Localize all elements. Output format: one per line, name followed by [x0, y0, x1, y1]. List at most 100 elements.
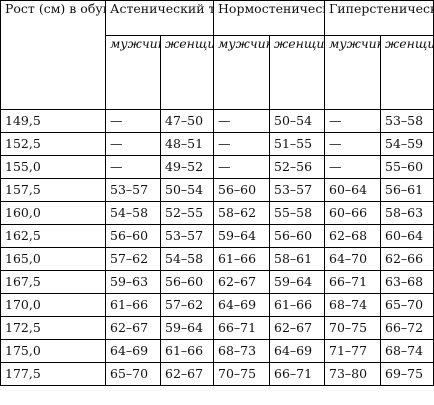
table-cell: — [213, 109, 271, 133]
table-cell: 58–61 [269, 247, 326, 271]
table-row: 149,5 — 47–50 — 50–54 — 53–58 [0, 109, 434, 133]
table-cell: 70–75 [324, 316, 382, 340]
height-cell: 175,0 [0, 339, 106, 363]
asthenic-women-header: женщины [159, 35, 215, 110]
asthenic-men-header: мужчины [105, 35, 161, 110]
height-cell: 157,5 [0, 178, 106, 202]
table-cell: 61–66 [105, 293, 161, 317]
height-cell: 177,5 [0, 362, 106, 386]
table-cell: 53–57 [269, 178, 326, 202]
table-cell: 50–54 [269, 109, 326, 133]
table-cell: 61–66 [159, 339, 215, 363]
table-cell: 63–68 [380, 270, 434, 294]
table-cell: 62–67 [159, 362, 215, 386]
weight-norms-table: Рост (см) в обуви с каблуками 2,5 см у м… [0, 0, 434, 386]
table-cell: 59–64 [213, 224, 271, 248]
table-cell: 57–62 [159, 293, 215, 317]
table-cell: 62–67 [213, 270, 271, 294]
table-cell: — [105, 155, 161, 179]
table-cell: 64–69 [213, 293, 271, 317]
table-cell: 56–60 [105, 224, 161, 248]
table-row: 162,5 56–60 53–57 59–64 56–60 62–68 60–6… [0, 224, 434, 248]
table-cell: 57–62 [105, 247, 161, 271]
table-cell: 68–73 [213, 339, 271, 363]
table-cell: — [324, 155, 382, 179]
table-cell: 65–70 [380, 293, 434, 317]
normosthenic-type-header: Нормостенический тип [213, 0, 326, 36]
table-cell: 69–75 [380, 362, 434, 386]
height-cell: 152,5 [0, 132, 106, 156]
height-cell: 165,0 [0, 247, 106, 271]
table-cell: 66–72 [380, 316, 434, 340]
group-header-row: Рост (см) в обуви с каблуками 2,5 см у м… [0, 0, 434, 110]
table-cell: 54–58 [105, 201, 161, 225]
table-cell: — [213, 132, 271, 156]
table-cell: 64–69 [105, 339, 161, 363]
table-row: 175,0 64–69 61–66 68–73 64–69 71–77 68–7… [0, 339, 434, 363]
table-cell: 50–54 [159, 178, 215, 202]
table-cell: 70–75 [213, 362, 271, 386]
table-cell: 47–50 [159, 109, 215, 133]
table-cell: 62–66 [380, 247, 434, 271]
table-cell: 59–64 [159, 316, 215, 340]
table-cell: 55–60 [380, 155, 434, 179]
table-cell: 73–80 [324, 362, 382, 386]
normosthenic-men-header: мужчины [213, 35, 271, 110]
height-cell: 155,0 [0, 155, 106, 179]
asthenic-type-header: Астенический тип [104, 0, 215, 36]
table-cell: 60–64 [380, 224, 434, 248]
table-cell: 60–64 [324, 178, 382, 202]
height-cell: 162,5 [0, 224, 106, 248]
table-cell: 53–57 [159, 224, 215, 248]
height-cell: 167,5 [0, 270, 106, 294]
table-cell: 61–66 [213, 247, 271, 271]
table-cell: 54–59 [380, 132, 434, 156]
table-cell: 62–68 [324, 224, 382, 248]
table-cell: 58–62 [213, 201, 271, 225]
table-cell: 61–66 [269, 293, 326, 317]
table-row: 177,5 65–70 62–67 70–75 66–71 73–80 69–7… [0, 362, 434, 386]
sex-header-row: мужчины женщины мужчины женщины мужчины … [1, 35, 434, 110]
table-cell: — [105, 132, 161, 156]
normosthenic-women-header: женщины [269, 35, 326, 110]
table-cell: 71–77 [324, 339, 382, 363]
table-cell: — [324, 109, 382, 133]
height-cell: 172,5 [0, 316, 106, 340]
table-cell: 56–60 [213, 178, 271, 202]
hypersthenic-women-header: женщины [380, 35, 434, 110]
table-cell: 65–70 [105, 362, 161, 386]
table-cell: 53–58 [380, 109, 434, 133]
table-cell: 56–60 [159, 270, 215, 294]
table-cell: 51–55 [269, 132, 326, 156]
table-row: 157,5 53–57 50–54 56–60 53–57 60–64 56–6… [0, 178, 434, 202]
table-cell: 56–60 [269, 224, 326, 248]
table-cell: — [105, 109, 161, 133]
table-row: 172,5 62–67 59–64 66–71 62–67 70–75 66–7… [0, 316, 434, 340]
table-cell: 53–57 [105, 178, 161, 202]
table-cell: 56–61 [380, 178, 434, 202]
hypersthenic-type-header: Гиперстенический тип [324, 0, 434, 36]
table-cell: 54–58 [159, 247, 215, 271]
height-cell: 149,5 [0, 109, 106, 133]
table-cell: 64–70 [324, 247, 382, 271]
table-cell: 59–64 [269, 270, 326, 294]
height-cell: 160,0 [0, 201, 106, 225]
table-cell: 64–69 [269, 339, 326, 363]
table-cell: 48–51 [159, 132, 215, 156]
table-cell: 52–55 [159, 201, 215, 225]
table-row: 155,0 — 49–52 — 52–56 — 55–60 [0, 155, 434, 179]
table-cell: 55–58 [269, 201, 326, 225]
table-cell: 66–71 [269, 362, 326, 386]
table-cell: 58–63 [380, 201, 434, 225]
table-cell: 60–66 [324, 201, 382, 225]
table-cell: 62–67 [269, 316, 326, 340]
table-cell: 52–56 [269, 155, 326, 179]
table-cell: 68–74 [324, 293, 382, 317]
table-cell: — [324, 132, 382, 156]
table-cell: 68–74 [380, 339, 434, 363]
table-cell: 59–63 [105, 270, 161, 294]
height-cell: 170,0 [0, 293, 106, 317]
table-cell: 62–67 [105, 316, 161, 340]
table-row: 152,5 — 48–51 — 51–55 — 54–59 [0, 132, 434, 156]
table-cell: — [213, 155, 271, 179]
